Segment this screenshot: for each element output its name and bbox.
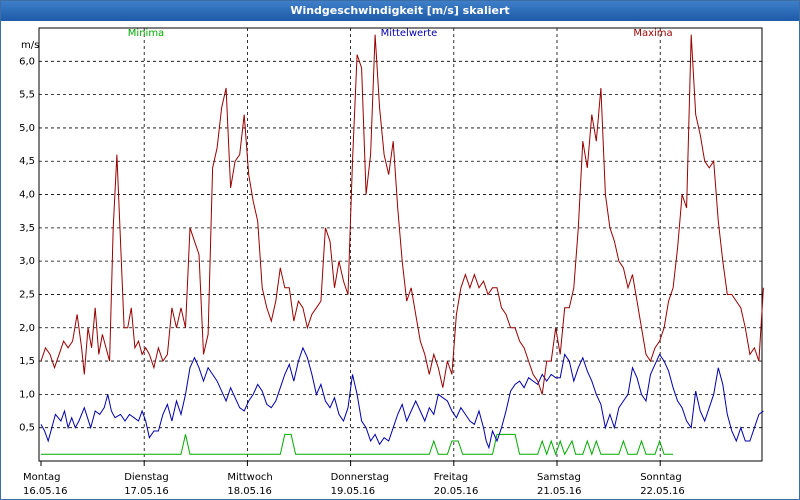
- x-date-label: 17.05.16: [124, 486, 169, 497]
- x-date-label: 20.05.16: [434, 486, 479, 497]
- maxima-line: [40, 34, 764, 395]
- chart-canvas: 0,5 1,0 1,5 2,0 2,5 3,0 3,5 4,0 4,5 5,0 5,5 6,0 m/s…: [19, 27, 764, 497]
- series-lines: [40, 34, 764, 456]
- x-day-label: Sonntag: [640, 472, 682, 483]
- minima-line: [41, 433, 674, 456]
- x-day-label: Mittwoch: [227, 472, 272, 483]
- y-tick-label: 3,0: [19, 256, 35, 267]
- window-title: Windgeschwindigkeit [m/s] skaliert: [1, 1, 799, 21]
- y-tick-label: 5,0: [19, 123, 35, 134]
- y-tick-label: 6,0: [19, 56, 35, 67]
- legend-mittelwerte: Mittelwerte: [381, 28, 438, 39]
- y-tick-label: 0,5: [19, 423, 35, 434]
- y-tick-label: 3,5: [19, 223, 35, 234]
- y-axis-ticks: 0,5 1,0 1,5 2,0 2,5 3,0 3,5 4,0 4,5 5,0 5,5 6,0: [19, 56, 35, 433]
- x-day-label: Samstag: [537, 472, 581, 483]
- x-date-label: 19.05.16: [331, 486, 376, 497]
- x-day-label: Dienstag: [124, 472, 169, 483]
- y-tick-label: 4,0: [19, 190, 35, 201]
- x-date-label: 16.05.16: [23, 486, 68, 497]
- legend-maxima: Maxima: [633, 28, 672, 39]
- x-day-label: Donnerstag: [331, 472, 389, 483]
- y-tick-label: 2,0: [19, 323, 35, 334]
- y-tick-label: 5,5: [19, 90, 35, 101]
- x-axis-day-labels: Montag 16.05.16 Dienstag 17.05.16 Mittwoch 18…: [23, 472, 685, 497]
- y-tick-label: 2,5: [19, 289, 35, 300]
- gridlines: [39, 28, 762, 466]
- y-tick-label: 4,5: [19, 156, 35, 167]
- x-date-label: 21.05.16: [537, 486, 582, 497]
- x-date-label: 22.05.16: [640, 486, 685, 497]
- y-tick-label: 1,5: [19, 356, 35, 367]
- x-day-label: Montag: [23, 472, 60, 483]
- mittelwerte-line: [40, 346, 764, 450]
- x-date-label: 18.05.16: [227, 486, 272, 497]
- legend-minima: Minima: [128, 28, 164, 39]
- x-day-label: Freitag: [434, 472, 468, 483]
- y-axis-unit: m/s: [21, 40, 39, 51]
- y-tick-label: 1,0: [19, 389, 35, 400]
